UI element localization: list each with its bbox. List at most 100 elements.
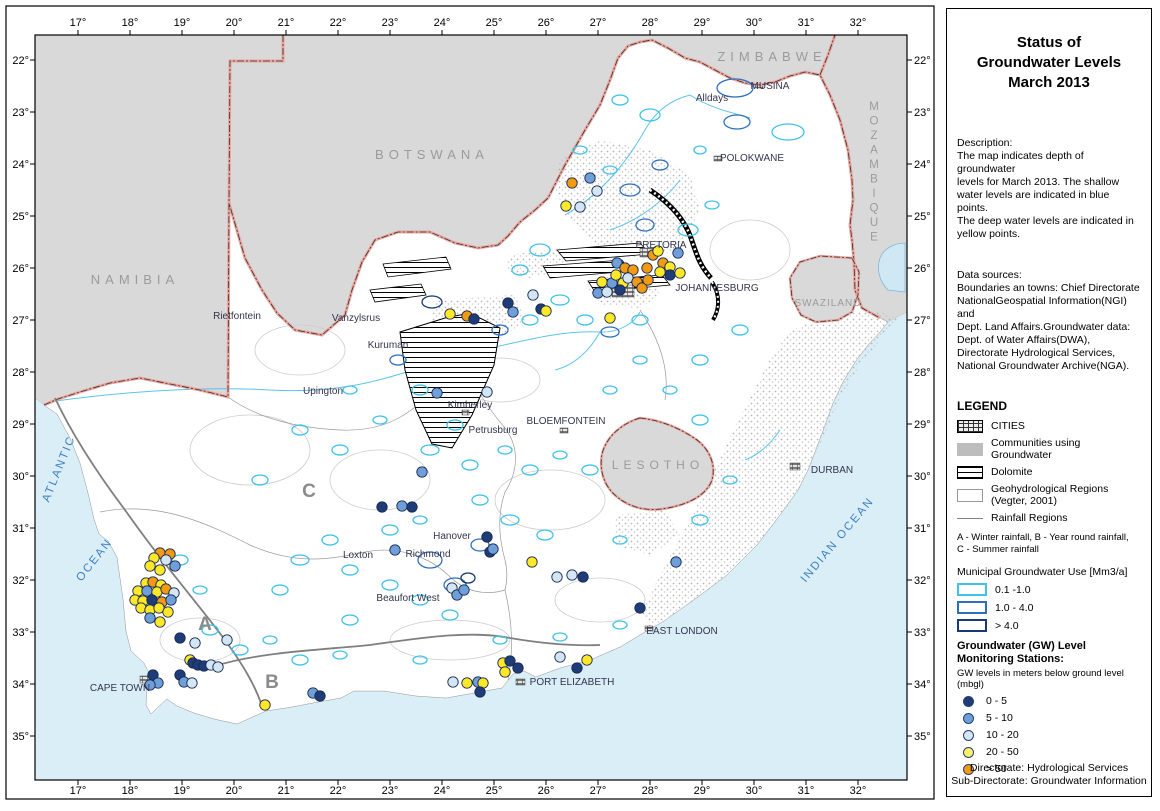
- station-dot: [596, 276, 608, 288]
- municipal-use-area: [511, 264, 529, 276]
- axis-label: 23°: [382, 17, 399, 29]
- municipal-use-area: [552, 632, 568, 642]
- station-legend-label: > 50: [986, 763, 1007, 775]
- station-dot: [526, 556, 538, 568]
- axis-label: 35°: [12, 731, 29, 743]
- municipal-use-area: [412, 655, 428, 665]
- municipal-use-area: [420, 444, 440, 456]
- station-dot: [160, 554, 172, 566]
- country-label: NAMIBIA: [91, 272, 179, 287]
- station-dot: [634, 602, 646, 614]
- municipal-use-row: 0.1 -1.0: [957, 583, 1141, 596]
- station-dot: [444, 308, 456, 320]
- town-label: Alldays: [696, 93, 728, 104]
- station-dot: [499, 666, 511, 678]
- station-dot: [447, 676, 459, 688]
- station-dot: [169, 560, 181, 572]
- station-dot: [574, 201, 586, 213]
- communities-swatch: [957, 443, 983, 456]
- country-label: BOTSWANA: [375, 147, 489, 162]
- station-legend-dot: [963, 763, 974, 775]
- municipal-use-area: [612, 535, 628, 545]
- station-legend-dot: [963, 746, 974, 758]
- gw-level-title: Groundwater (GW) Level Monitoring Statio…: [957, 640, 1086, 665]
- axis-label: 24°: [434, 17, 451, 29]
- axis-label: 28°: [642, 785, 659, 797]
- municipal-use-area: [716, 78, 754, 98]
- station-legend-dot: [963, 712, 974, 724]
- map-frame: [34, 34, 908, 781]
- station-dot: [674, 267, 686, 279]
- town-label: DURBAN: [811, 465, 853, 476]
- municipal-use-area: [631, 314, 649, 326]
- station-dot: [571, 662, 583, 674]
- municipal-use-area: [389, 354, 407, 366]
- municipal-use-area: [691, 414, 709, 426]
- axis-label: 25°: [914, 211, 931, 223]
- municipal-use-area: [693, 145, 707, 155]
- station-dot: [610, 269, 622, 281]
- municipal-use-area: [536, 529, 554, 541]
- station-dot: [566, 177, 578, 189]
- municipal-use-area: [722, 475, 738, 485]
- municipal-use-area: [635, 218, 655, 232]
- municipal-use-area: [471, 494, 489, 506]
- map-description: Description: The map indicates depth of …: [957, 137, 1134, 240]
- station-dot: [406, 501, 418, 513]
- municipal-use-area: [341, 614, 359, 626]
- station-dot: [527, 289, 539, 301]
- station-dot: [577, 571, 589, 583]
- town-label: Richmond: [405, 549, 450, 560]
- axis-label: 27°: [590, 785, 607, 797]
- municipal-use-area: [417, 551, 443, 569]
- town-label: EAST LONDON: [646, 626, 718, 637]
- axis-label: 33°: [914, 627, 931, 639]
- municipal-use-area: [321, 534, 339, 546]
- municipal-use-area: [381, 579, 399, 591]
- maputo-bay: [878, 242, 906, 293]
- municipal-use-area: [251, 474, 269, 486]
- station-dot: [504, 655, 516, 667]
- town-label: BLOEMFONTEIN: [527, 416, 606, 427]
- station-legend-dot: [963, 729, 974, 741]
- station-dot: [165, 594, 177, 606]
- rainfall-note: A - Winter rainfall, B - Year round rain…: [957, 532, 1129, 555]
- station-dot: [652, 245, 664, 257]
- municipal-use-area: [639, 108, 661, 122]
- municipal-use-area: [446, 419, 464, 431]
- legend-item-label: Dolomite: [991, 465, 1033, 478]
- data-sources: Data sources: Boundaries an towns: Chief…: [957, 269, 1140, 372]
- town-label: Loxton: [343, 550, 373, 561]
- axis-label: 29°: [694, 17, 711, 29]
- legend-heading: LEGEND: [957, 399, 1008, 413]
- station-legend-label: 0 - 5: [986, 695, 1008, 707]
- station-legend-row: 20 - 50: [963, 746, 1141, 758]
- municipal-use-area: [291, 654, 309, 666]
- municipal-use-swatch: [957, 601, 987, 614]
- axis-labels: 17° 17° 18° 18° 19° 19° 20° 20° 21° 21° 22° 22° 23° 2…: [12, 17, 930, 797]
- rainfall-region-label: B: [265, 672, 279, 693]
- axis-label: 30°: [746, 17, 763, 29]
- legend-item: Communities using Groundwater: [957, 437, 1141, 461]
- axis-label: 25°: [486, 785, 503, 797]
- axis-label: 28°: [12, 367, 29, 379]
- axis-label: 32°: [12, 575, 29, 587]
- station-dot: [641, 262, 653, 274]
- municipal-use-area: [521, 314, 539, 326]
- municipal-use-area: [581, 464, 599, 476]
- country-label: ZIMBABWE: [717, 49, 826, 64]
- station-dot: [144, 679, 156, 691]
- station-dot: [560, 200, 572, 212]
- municipal-use-area: [192, 585, 208, 595]
- municipal-use-swatch: [957, 583, 987, 596]
- town-label: Upington: [303, 386, 343, 397]
- municipal-use-area: [411, 384, 429, 396]
- municipal-use-area: [461, 459, 479, 471]
- axis-label: 17°: [70, 17, 87, 29]
- municipal-use-area: [677, 223, 699, 237]
- axis-label: 30°: [914, 471, 931, 483]
- axis-label: 26°: [538, 17, 555, 29]
- station-legend-row: 0 - 5: [963, 695, 1141, 707]
